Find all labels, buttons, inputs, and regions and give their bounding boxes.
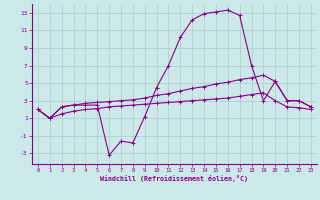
X-axis label: Windchill (Refroidissement éolien,°C): Windchill (Refroidissement éolien,°C) (100, 175, 248, 182)
